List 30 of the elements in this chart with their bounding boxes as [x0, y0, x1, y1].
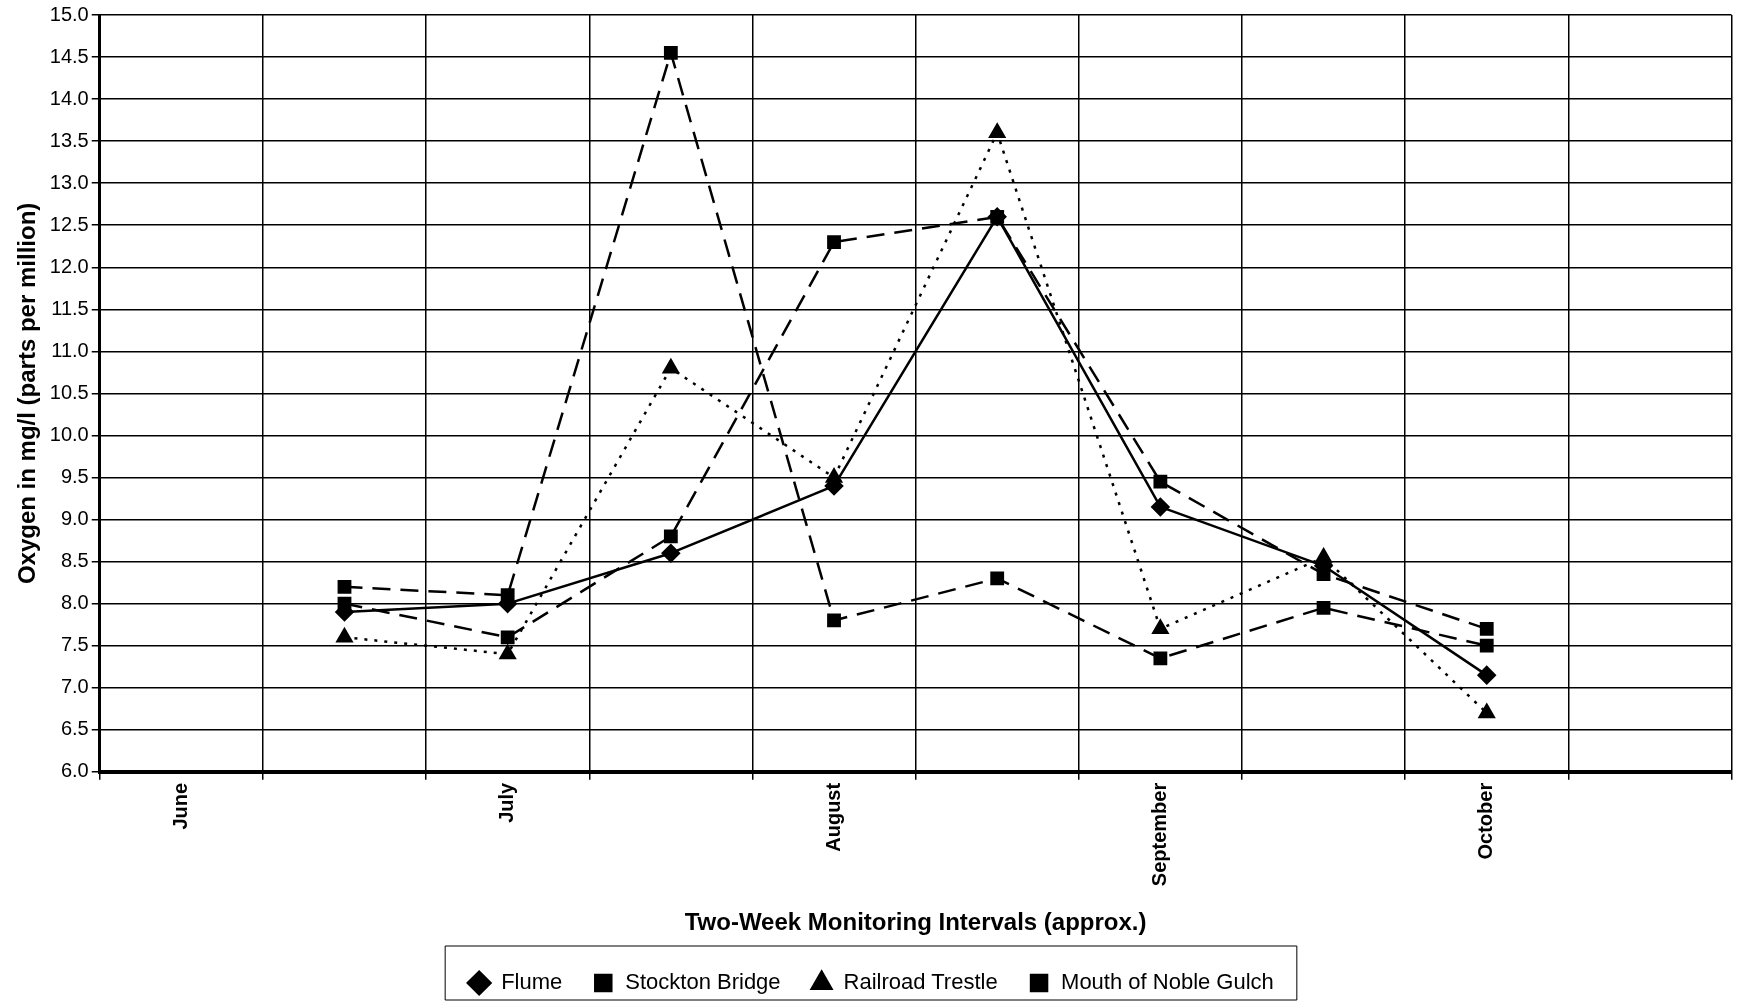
- x-tick-label: June: [168, 782, 191, 830]
- x-axis-title: Two-Week Monitoring Intervals (approx.): [684, 908, 1147, 936]
- x-tick-label: October: [1474, 782, 1497, 860]
- legend-label: Stockton Bridge: [625, 969, 781, 995]
- x-tick-label: July: [495, 781, 518, 823]
- y-tick-label: 15.0: [49, 2, 89, 25]
- y-tick-label: 10.0: [49, 422, 89, 445]
- legend-label: Railroad Trestle: [843, 969, 998, 995]
- y-tick-label: 7.0: [60, 675, 89, 698]
- y-tick-label: 9.0: [60, 507, 89, 530]
- x-tick-label: August: [821, 782, 844, 852]
- y-tick-label: 11.5: [51, 296, 89, 319]
- y-tick-label: 6.5: [60, 717, 89, 740]
- y-tick-label: 13.0: [49, 170, 89, 193]
- y-tick-label: 12.5: [49, 212, 89, 235]
- y-tick-label: 9.5: [60, 465, 89, 488]
- legend-label: Mouth of Noble Gulch: [1061, 969, 1274, 995]
- y-tick-label: 8.0: [60, 591, 89, 614]
- x-tick-label: September: [1147, 782, 1170, 887]
- y-tick-label: 11.0: [51, 338, 89, 361]
- y-tick-label: 10.5: [49, 380, 89, 403]
- legend-label: Flume: [501, 969, 563, 995]
- y-tick-label: 7.5: [60, 633, 89, 656]
- y-tick-label: 6.0: [60, 759, 89, 782]
- y-axis-title: Oxygen in mg/l (parts per million): [13, 202, 41, 585]
- y-tick-label: 8.5: [60, 549, 89, 572]
- y-tick-label: 14.0: [49, 86, 89, 109]
- y-tick-label: 12.0: [49, 254, 89, 277]
- y-tick-label: 13.5: [49, 128, 89, 151]
- y-tick-label: 14.5: [49, 44, 89, 67]
